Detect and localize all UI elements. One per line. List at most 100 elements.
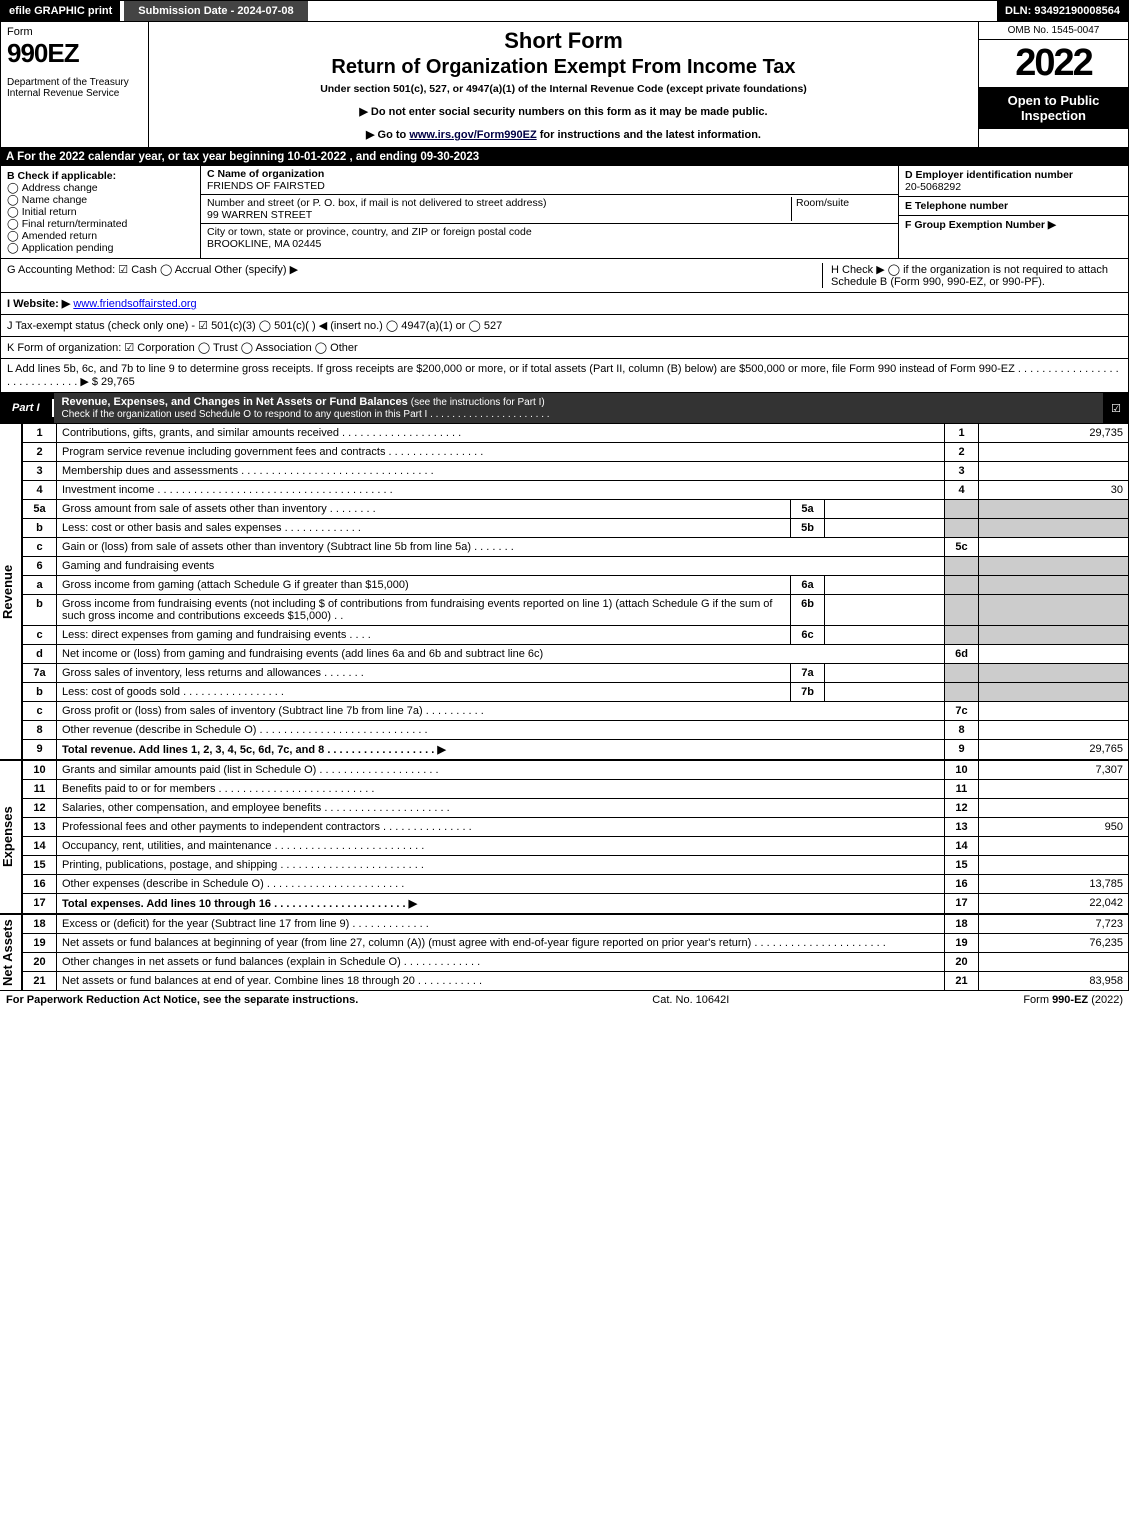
row-l-text: L Add lines 5b, 6c, and 7b to line 9 to … xyxy=(7,363,1119,388)
street-label: Number and street (or P. O. box, if mail… xyxy=(207,197,546,209)
line-4: 4Investment income . . . . . . . . . . .… xyxy=(23,481,1129,500)
line-6: 6Gaming and fundraising events xyxy=(23,557,1129,576)
schedule-b-check: H Check ▶ ◯ if the organization is not r… xyxy=(822,263,1122,288)
phone-cell: E Telephone number xyxy=(899,197,1128,216)
part1-title: Revenue, Expenses, and Changes in Net As… xyxy=(54,393,1104,423)
header-left: Form 990EZ Department of the Treasury In… xyxy=(1,22,149,147)
line-20: 20Other changes in net assets or fund ba… xyxy=(23,953,1129,972)
row-i-website: I Website: ▶ www.friendsoffairsted.org xyxy=(0,293,1129,315)
ein-value: 20-5068292 xyxy=(905,181,961,193)
ein-cell: D Employer identification number 20-5068… xyxy=(899,166,1128,197)
short-form-title: Short Form xyxy=(159,28,968,54)
ein-label: D Employer identification number xyxy=(905,169,1073,181)
line-18: 18Excess or (deficit) for the year (Subt… xyxy=(23,915,1129,934)
city-label: City or town, state or province, country… xyxy=(207,226,532,238)
chk-address[interactable]: ◯Address change xyxy=(7,182,194,194)
revenue-label: Revenue xyxy=(0,423,22,760)
line-7a: 7aGross sales of inventory, less returns… xyxy=(23,664,1129,683)
part1-header: Part I Revenue, Expenses, and Changes in… xyxy=(0,393,1129,423)
row-a-tax-year: A For the 2022 calendar year, or tax yea… xyxy=(0,148,1129,166)
group-exemption-cell: F Group Exemption Number ▶ xyxy=(899,216,1128,234)
directive-pre: ▶ Go to xyxy=(366,129,409,141)
line-10: 10Grants and similar amounts paid (list … xyxy=(23,761,1129,780)
net-assets-section: Net Assets 18Excess or (deficit) for the… xyxy=(0,914,1129,991)
row-l-gross-receipts: L Add lines 5b, 6c, and 7b to line 9 to … xyxy=(0,359,1129,393)
chk-name[interactable]: ◯Name change xyxy=(7,194,194,206)
expenses-section: Expenses 10Grants and similar amounts pa… xyxy=(0,760,1129,914)
form-number: 990EZ xyxy=(7,38,142,69)
topbar: efile GRAPHIC print Submission Date - 20… xyxy=(0,0,1129,22)
line-11: 11Benefits paid to or for members . . . … xyxy=(23,780,1129,799)
accounting-method: G Accounting Method: ☑ Cash ◯ Accrual Ot… xyxy=(7,263,822,288)
part1-tab: Part I xyxy=(0,399,54,417)
room-label: Room/suite xyxy=(792,197,892,221)
footer-right: Form 990-EZ (2022) xyxy=(1023,994,1123,1006)
line-14: 14Occupancy, rent, utilities, and mainte… xyxy=(23,837,1129,856)
irs-link[interactable]: www.irs.gov/Form990EZ xyxy=(409,129,536,141)
line-16: 16Other expenses (describe in Schedule O… xyxy=(23,875,1129,894)
phone-label: E Telephone number xyxy=(905,200,1008,212)
chk-initial[interactable]: ◯Initial return xyxy=(7,206,194,218)
directive-ssn: ▶ Do not enter social security numbers o… xyxy=(159,105,968,118)
submission-date: Submission Date - 2024-07-08 xyxy=(124,1,307,21)
footer-catno: Cat. No. 10642I xyxy=(652,994,729,1006)
department: Department of the Treasury Internal Reve… xyxy=(7,77,142,99)
net-assets-label: Net Assets xyxy=(0,914,22,991)
line-6c: cLess: direct expenses from gaming and f… xyxy=(23,626,1129,645)
expenses-table: 10Grants and similar amounts paid (list … xyxy=(22,760,1129,914)
website-link[interactable]: www.friendsoffairsted.org xyxy=(73,298,196,310)
col-b-checkboxes: B Check if applicable: ◯Address change ◯… xyxy=(1,166,201,258)
row-l-amount: 29,765 xyxy=(101,376,135,388)
line-7b: bLess: cost of goods sold . . . . . . . … xyxy=(23,683,1129,702)
line-3: 3Membership dues and assessments . . . .… xyxy=(23,462,1129,481)
col-c-org: C Name of organization FRIENDS OF FAIRST… xyxy=(201,166,898,258)
org-name: FRIENDS OF FAIRSTED xyxy=(207,180,325,192)
page-footer: For Paperwork Reduction Act Notice, see … xyxy=(0,991,1129,1009)
line-5c: cGain or (loss) from sale of assets othe… xyxy=(23,538,1129,557)
form-header: Form 990EZ Department of the Treasury In… xyxy=(0,22,1129,148)
line-6d: dNet income or (loss) from gaming and fu… xyxy=(23,645,1129,664)
line-6a: aGross income from gaming (attach Schedu… xyxy=(23,576,1129,595)
net-assets-table: 18Excess or (deficit) for the year (Subt… xyxy=(22,914,1129,991)
line-17: 17Total expenses. Add lines 10 through 1… xyxy=(23,894,1129,914)
row-gh: G Accounting Method: ☑ Cash ◯ Accrual Ot… xyxy=(0,259,1129,293)
line-1: 1Contributions, gifts, grants, and simil… xyxy=(23,424,1129,443)
open-inspection: Open to Public Inspection xyxy=(979,87,1128,129)
line-21: 21Net assets or fund balances at end of … xyxy=(23,972,1129,991)
line-19: 19Net assets or fund balances at beginni… xyxy=(23,934,1129,953)
line-5a: 5aGross amount from sale of assets other… xyxy=(23,500,1129,519)
omb-number: OMB No. 1545-0047 xyxy=(979,22,1128,40)
street-cell: Number and street (or P. O. box, if mail… xyxy=(201,195,898,224)
line-13: 13Professional fees and other payments t… xyxy=(23,818,1129,837)
part1-check[interactable]: ☑ xyxy=(1103,399,1129,418)
street-value: 99 WARREN STREET xyxy=(207,209,312,221)
line-7c: cGross profit or (loss) from sales of in… xyxy=(23,702,1129,721)
col-b-title: B Check if applicable: xyxy=(7,170,194,182)
city-value: BROOKLINE, MA 02445 xyxy=(207,238,321,250)
line-6b: bGross income from fundraising events (n… xyxy=(23,595,1129,626)
expenses-label: Expenses xyxy=(0,760,22,914)
line-8: 8Other revenue (describe in Schedule O) … xyxy=(23,721,1129,740)
dln: DLN: 93492190008564 xyxy=(997,1,1128,21)
subtitle: Under section 501(c), 527, or 4947(a)(1)… xyxy=(159,83,968,95)
line-15: 15Printing, publications, postage, and s… xyxy=(23,856,1129,875)
line-12: 12Salaries, other compensation, and empl… xyxy=(23,799,1129,818)
col-d-ein: D Employer identification number 20-5068… xyxy=(898,166,1128,258)
chk-pending[interactable]: ◯Application pending xyxy=(7,242,194,254)
org-name-cell: C Name of organization FRIENDS OF FAIRST… xyxy=(201,166,898,195)
chk-amended[interactable]: ◯Amended return xyxy=(7,230,194,242)
chk-final[interactable]: ◯Final return/terminated xyxy=(7,218,194,230)
header-right: OMB No. 1545-0047 2022 Open to Public In… xyxy=(978,22,1128,147)
header-center: Short Form Return of Organization Exempt… xyxy=(149,22,978,147)
revenue-table: 1Contributions, gifts, grants, and simil… xyxy=(22,423,1129,760)
group-exemption-label: F Group Exemption Number ▶ xyxy=(905,219,1056,231)
footer-left: For Paperwork Reduction Act Notice, see … xyxy=(6,994,358,1006)
part1-checknote: Check if the organization used Schedule … xyxy=(62,409,550,420)
section-bcd: B Check if applicable: ◯Address change ◯… xyxy=(0,166,1129,259)
directive-goto: ▶ Go to www.irs.gov/Form990EZ for instru… xyxy=(159,128,968,141)
line-9: 9Total revenue. Add lines 1, 2, 3, 4, 5c… xyxy=(23,740,1129,760)
line-5b: bLess: cost or other basis and sales exp… xyxy=(23,519,1129,538)
revenue-section: Revenue 1Contributions, gifts, grants, a… xyxy=(0,423,1129,760)
efile-print[interactable]: efile GRAPHIC print xyxy=(1,1,120,21)
line-2: 2Program service revenue including gover… xyxy=(23,443,1129,462)
